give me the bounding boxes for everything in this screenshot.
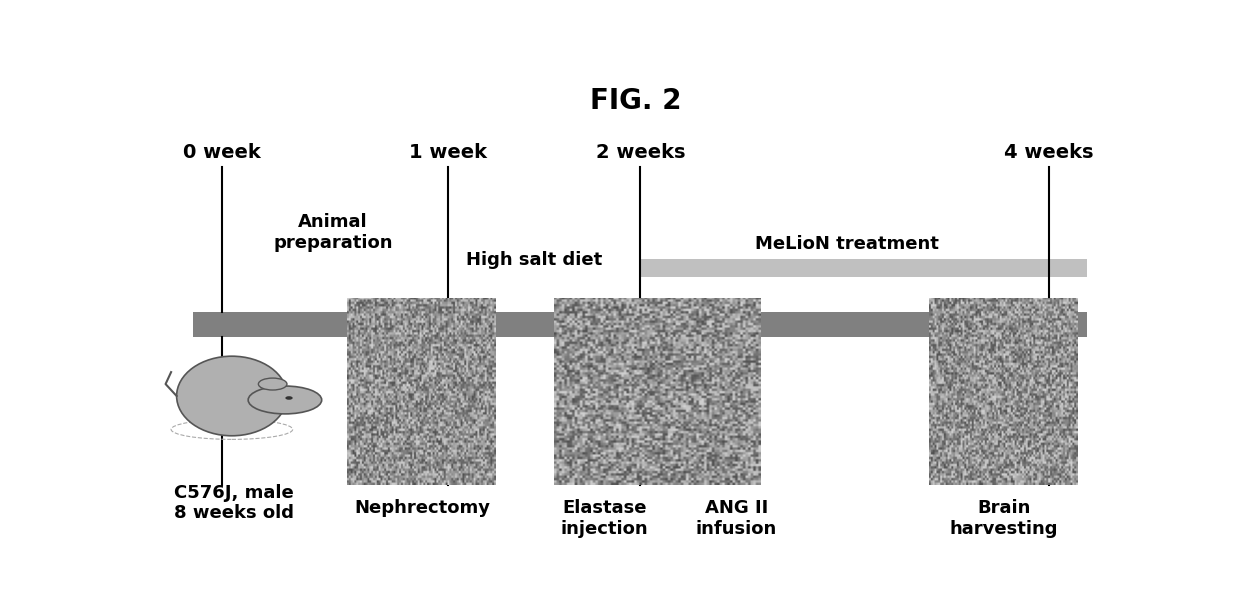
Text: Brain
harvesting: Brain harvesting bbox=[950, 499, 1058, 538]
Text: MeLioN treatment: MeLioN treatment bbox=[755, 235, 939, 253]
Text: C576J, male
8 weeks old: C576J, male 8 weeks old bbox=[174, 483, 294, 522]
Bar bbox=[640, 259, 1087, 277]
Bar bbox=[193, 312, 1087, 337]
Text: FIG. 2: FIG. 2 bbox=[590, 87, 681, 115]
Text: High salt diet: High salt diet bbox=[466, 251, 603, 269]
Text: Animal
preparation: Animal preparation bbox=[273, 213, 393, 252]
Text: 1 week: 1 week bbox=[409, 143, 487, 162]
Text: Nephrectomy: Nephrectomy bbox=[355, 499, 490, 517]
Text: Elastase
injection: Elastase injection bbox=[560, 499, 649, 538]
Ellipse shape bbox=[285, 396, 293, 400]
Text: 0 week: 0 week bbox=[184, 143, 262, 162]
Ellipse shape bbox=[258, 378, 286, 390]
Text: 2 weeks: 2 weeks bbox=[595, 143, 684, 162]
Ellipse shape bbox=[248, 386, 321, 414]
Text: ANG II
infusion: ANG II infusion bbox=[696, 499, 777, 538]
Ellipse shape bbox=[176, 356, 288, 436]
Text: 4 weeks: 4 weeks bbox=[1004, 143, 1094, 162]
